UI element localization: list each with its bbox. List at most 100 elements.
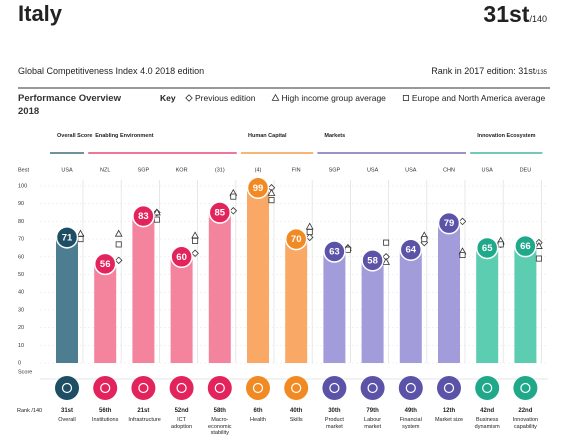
country-title: Italy xyxy=(18,1,63,26)
pillar-name: Infrastructure xyxy=(128,417,161,423)
rank: 79th xyxy=(366,408,379,414)
marker-previous xyxy=(114,256,123,265)
marker-europe xyxy=(153,216,160,223)
score-circle xyxy=(284,227,308,251)
best-economy: CHN xyxy=(443,167,455,173)
legend-item: Previous edition xyxy=(185,93,256,103)
previous-rank-text: Rank in 2017 edition: 31st xyxy=(431,66,536,76)
pillar-name: ICT adoption xyxy=(171,417,193,430)
score-label: 56 xyxy=(100,259,111,270)
score-label: 63 xyxy=(329,247,340,258)
score-circle xyxy=(208,201,232,224)
bar xyxy=(476,247,499,363)
pillar-icon xyxy=(93,376,118,400)
marker-high-income xyxy=(267,188,276,196)
y-tick-label: 70 xyxy=(18,237,24,243)
rank-total: /140 xyxy=(529,14,547,24)
score-circle xyxy=(93,252,117,276)
pillar-icon-glyph xyxy=(405,382,416,394)
marker-europe xyxy=(535,255,542,262)
rank: 40th xyxy=(290,408,303,414)
bar xyxy=(132,216,155,363)
bar xyxy=(247,187,269,363)
best-economy: SGP xyxy=(138,167,150,173)
rank-label: Rank /140 xyxy=(17,408,43,414)
score-circle xyxy=(55,226,79,249)
y-tick-label: 10 xyxy=(18,343,24,349)
pillar-name: Business dynamism xyxy=(474,417,500,430)
rank: 6th xyxy=(253,408,263,414)
legend-item: High income group average xyxy=(271,93,386,103)
pillar-icon xyxy=(207,376,232,400)
marker-europe xyxy=(402,95,409,102)
y-tick-label: 90 xyxy=(18,201,24,207)
group-name: Innovation Ecosystem xyxy=(477,133,536,139)
best-economy: (4) xyxy=(255,167,262,173)
score-circle xyxy=(323,240,346,263)
pillar-name: Labour market xyxy=(364,417,382,430)
best-economy: USA xyxy=(61,167,73,173)
key-label: Key xyxy=(160,93,176,103)
score-circle xyxy=(132,204,155,228)
best-label: Best xyxy=(18,167,29,173)
bar xyxy=(361,260,384,363)
pillar-icon-glyph xyxy=(252,382,264,394)
pillar-icon xyxy=(169,376,194,400)
previous-rank: Rank in 2017 edition: 31st /135 xyxy=(431,66,547,76)
pillar-icon xyxy=(55,376,79,400)
rank: 52nd xyxy=(174,408,189,414)
pillar-icon-glyph xyxy=(329,382,340,394)
marker-europe xyxy=(77,236,84,243)
pillar-icon xyxy=(284,376,309,400)
rank: 12th xyxy=(442,408,456,414)
marker-europe xyxy=(230,193,237,200)
marker-high-income xyxy=(271,93,280,101)
y-tick-label: 50 xyxy=(18,272,24,278)
best-economy: (31) xyxy=(215,167,225,173)
group-name: Human Capital xyxy=(248,133,287,139)
score-circle xyxy=(437,211,461,235)
legend-label: Europe and North America average xyxy=(412,93,546,103)
marker-previous xyxy=(229,207,238,215)
marker-europe xyxy=(497,241,504,248)
best-economy: FIN xyxy=(292,167,301,173)
bar xyxy=(170,256,193,363)
score-label: 70 xyxy=(291,234,302,245)
bar xyxy=(285,239,308,363)
marker-europe xyxy=(268,197,275,204)
pillar-name: Health xyxy=(250,417,266,423)
pillar-icon-glyph xyxy=(520,382,531,394)
y-tick-label: 80 xyxy=(18,219,24,225)
bar xyxy=(399,249,422,363)
score-circle xyxy=(399,238,423,261)
legend-label: Previous edition xyxy=(195,93,256,103)
rank: 42nd xyxy=(480,408,495,414)
marker-europe xyxy=(421,236,428,243)
bar xyxy=(56,237,78,363)
rank: 49th xyxy=(404,408,417,414)
marker-high-income xyxy=(153,208,161,216)
marker-high-income xyxy=(114,229,123,237)
bar xyxy=(208,212,231,363)
legend-label: High income group average xyxy=(281,93,386,103)
marker-europe xyxy=(306,229,313,236)
pillar-name: Overall xyxy=(58,417,76,423)
pillar-icon xyxy=(131,376,156,400)
rank: 31st xyxy=(60,408,73,414)
marker-europe xyxy=(344,246,351,253)
rank: 56th xyxy=(99,408,112,414)
marker-previous xyxy=(458,217,467,226)
rank: 22nd xyxy=(518,408,533,414)
pillar-icon xyxy=(513,376,538,400)
pillar-icon xyxy=(322,376,347,400)
group-name: Overall Score xyxy=(57,133,93,139)
marker-previous xyxy=(191,249,199,258)
score-circle xyxy=(246,176,270,200)
best-economy: SGP xyxy=(329,167,341,173)
section-year: 2018 xyxy=(18,106,40,117)
pillar-icon-glyph xyxy=(367,382,378,394)
pillar-icon xyxy=(246,376,270,400)
marker-europe xyxy=(192,237,199,244)
score-circle xyxy=(514,234,537,258)
